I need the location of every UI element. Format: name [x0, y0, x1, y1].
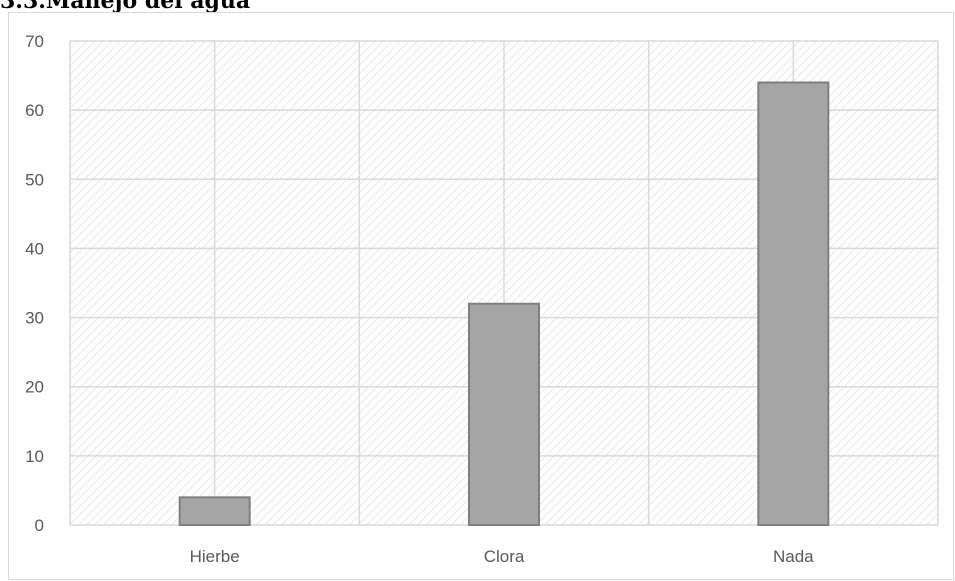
y-tick-label: 30 [25, 309, 44, 328]
bar-hierbe [178, 496, 251, 527]
x-tick-label: Hierbe [190, 547, 240, 566]
bar-clora [468, 302, 540, 526]
y-tick-label: 70 [25, 32, 44, 51]
y-tick-label: 60 [25, 101, 44, 120]
y-tick-label: 20 [25, 378, 44, 397]
bar-nada [757, 81, 830, 526]
x-tick-label: Nada [773, 547, 814, 566]
y-tick-label: 50 [25, 170, 44, 189]
section-heading: 3.3.Manejo del agua [0, 0, 251, 14]
x-tick-label: Clora [484, 547, 525, 566]
y-tick-label: 40 [25, 239, 44, 258]
y-tick-label: 10 [25, 447, 44, 466]
y-tick-label: 0 [35, 516, 44, 535]
